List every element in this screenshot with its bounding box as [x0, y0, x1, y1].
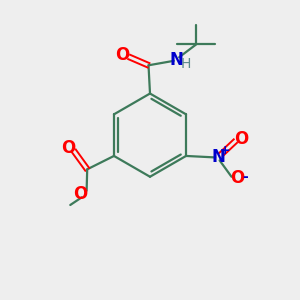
Text: N: N	[211, 148, 225, 166]
Text: N: N	[169, 51, 183, 69]
Text: -: -	[242, 170, 248, 184]
Text: O: O	[74, 185, 88, 203]
Text: O: O	[230, 169, 244, 187]
Text: +: +	[220, 144, 231, 158]
Text: O: O	[234, 130, 248, 148]
Text: O: O	[115, 46, 129, 64]
Text: H: H	[181, 57, 191, 71]
Text: O: O	[61, 139, 75, 157]
